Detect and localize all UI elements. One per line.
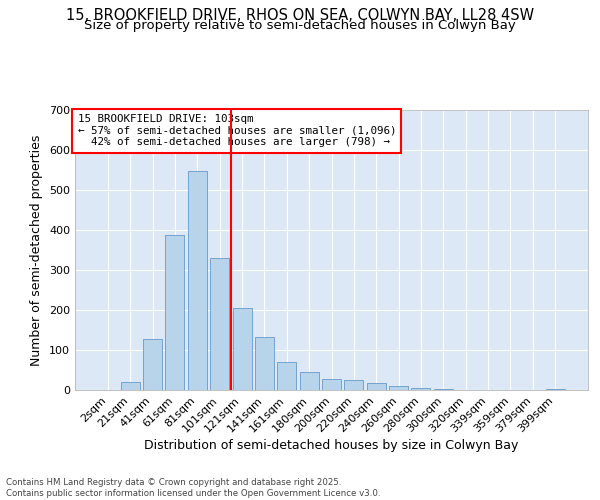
Text: Contains HM Land Registry data © Crown copyright and database right 2025.
Contai: Contains HM Land Registry data © Crown c… — [6, 478, 380, 498]
Bar — [143, 339, 162, 390]
Y-axis label: Number of semi-detached properties: Number of semi-detached properties — [31, 134, 43, 366]
Bar — [166, 235, 184, 390]
Text: 15, BROOKFIELD DRIVE, RHOS ON SEA, COLWYN BAY, LL28 4SW: 15, BROOKFIELD DRIVE, RHOS ON SEA, COLWY… — [66, 8, 534, 22]
Bar — [367, 383, 386, 390]
Bar — [277, 362, 296, 390]
Bar — [255, 337, 274, 390]
Bar — [344, 380, 364, 390]
Bar — [188, 171, 207, 390]
Bar — [412, 388, 430, 390]
Bar — [299, 372, 319, 390]
Bar — [389, 386, 408, 390]
Bar — [210, 258, 229, 390]
Bar — [121, 382, 140, 390]
Bar — [434, 389, 453, 390]
X-axis label: Distribution of semi-detached houses by size in Colwyn Bay: Distribution of semi-detached houses by … — [145, 440, 518, 452]
Text: Size of property relative to semi-detached houses in Colwyn Bay: Size of property relative to semi-detach… — [84, 18, 516, 32]
Text: 15 BROOKFIELD DRIVE: 103sqm
← 57% of semi-detached houses are smaller (1,096)
  : 15 BROOKFIELD DRIVE: 103sqm ← 57% of sem… — [77, 114, 396, 148]
Bar — [233, 308, 251, 390]
Bar — [545, 389, 565, 390]
Bar — [322, 379, 341, 390]
